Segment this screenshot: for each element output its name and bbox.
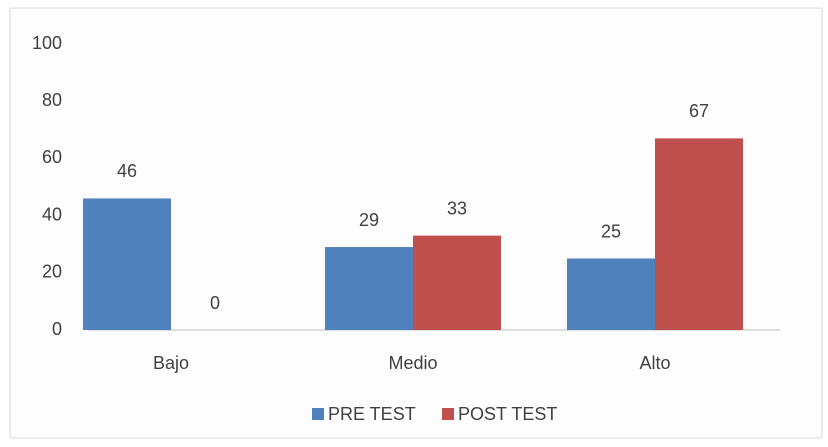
legend-swatch — [442, 408, 454, 420]
legend-swatch — [312, 408, 324, 420]
x-tick-label: Bajo — [153, 353, 189, 373]
y-tick-label: 40 — [42, 204, 62, 224]
y-tick-label: 100 — [32, 33, 62, 53]
data-label: 33 — [447, 198, 467, 218]
bar — [413, 235, 501, 330]
x-tick-label: Medio — [388, 353, 437, 373]
legend-label: PRE TEST — [328, 404, 416, 424]
data-label: 0 — [210, 293, 220, 313]
bar — [325, 247, 413, 330]
data-label: 46 — [117, 161, 137, 181]
y-tick-label: 0 — [52, 319, 62, 339]
y-tick-label: 60 — [42, 147, 62, 167]
data-label: 25 — [601, 221, 621, 241]
bar — [655, 138, 743, 330]
data-label: 67 — [689, 101, 709, 121]
data-label: 29 — [359, 210, 379, 230]
y-tick-label: 80 — [42, 90, 62, 110]
y-tick-label: 20 — [42, 262, 62, 282]
bar — [567, 258, 655, 330]
bar — [83, 198, 171, 330]
legend-label: POST TEST — [458, 404, 557, 424]
x-tick-label: Alto — [639, 353, 670, 373]
